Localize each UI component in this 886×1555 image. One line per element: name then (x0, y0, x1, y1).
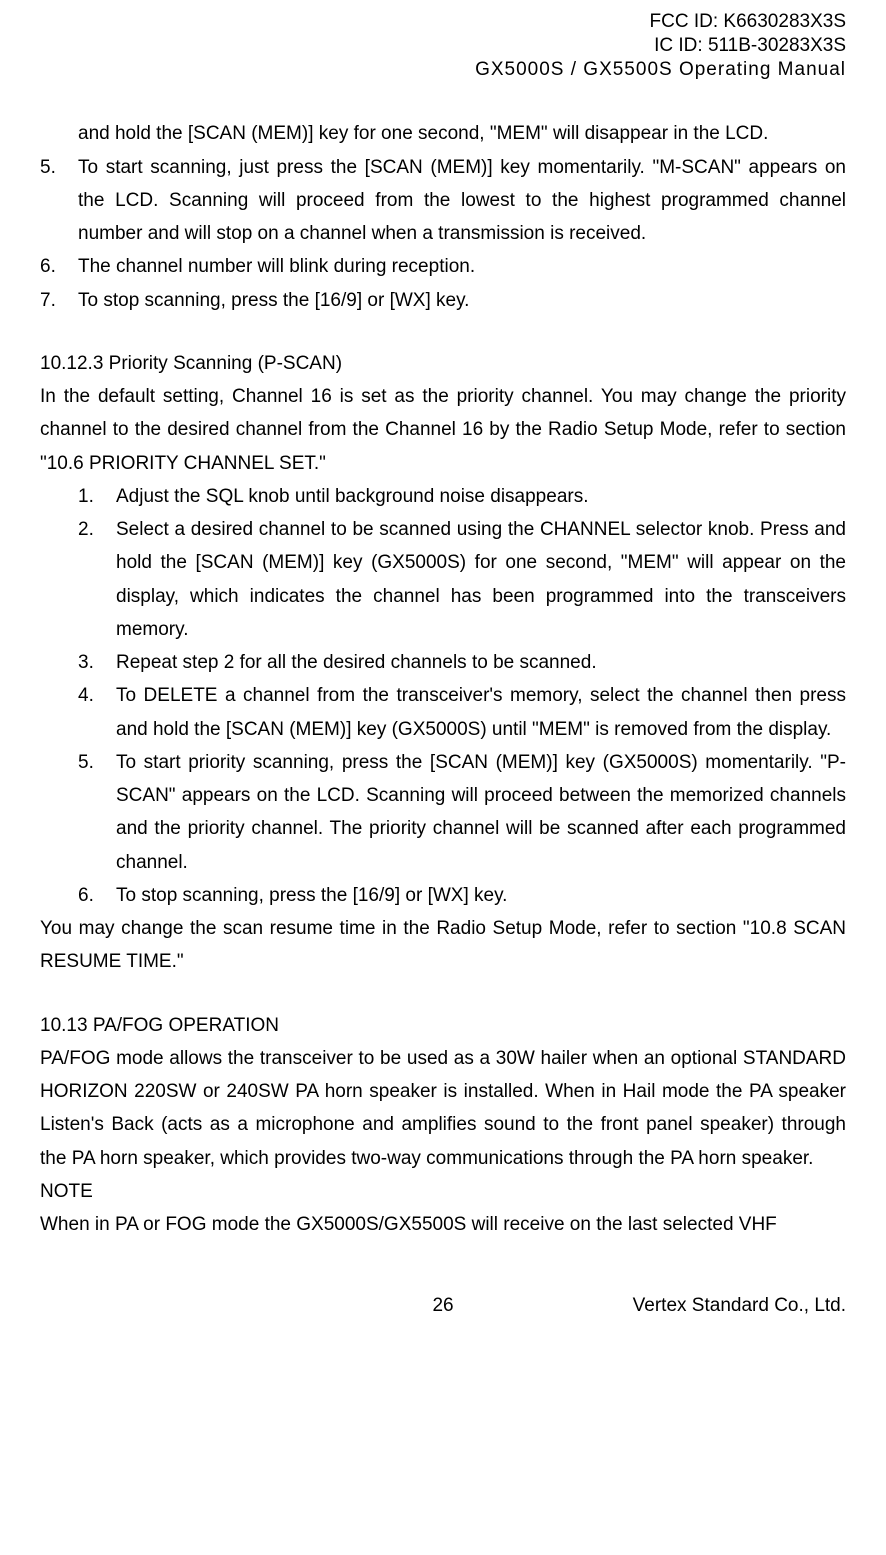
continued-list: and hold the [SCAN (MEM)] key for one se… (78, 117, 846, 150)
pscan-intro: In the default setting, Channel 16 is se… (40, 380, 846, 480)
footer-page-number: 26 (432, 1289, 453, 1322)
header-model-title: GX5000S / GX5500S Operating Manual (40, 58, 846, 82)
list-number: 5. (78, 746, 116, 879)
list-text: Repeat step 2 for all the desired channe… (116, 646, 846, 679)
list-text: To stop scanning, press the [16/9] or [W… (116, 879, 846, 912)
list-text: To stop scanning, press the [16/9] or [W… (78, 284, 846, 317)
section-heading-pafog: 10.13 PA/FOG OPERATION (40, 1009, 846, 1042)
list-text: Select a desired channel to be scanned u… (116, 513, 846, 646)
page-header: FCC ID: K6630283X3S IC ID: 511B-30283X3S… (40, 10, 846, 81)
header-fcc-id: FCC ID: K6630283X3S (40, 10, 846, 34)
list-item: 2. Select a desired channel to be scanne… (78, 513, 846, 646)
list-number: 7. (40, 284, 78, 317)
note-label: NOTE (40, 1175, 846, 1208)
list-text: To start priority scanning, press the [S… (116, 746, 846, 879)
page-content: and hold the [SCAN (MEM)] key for one se… (40, 117, 846, 1241)
pscan-list: 1. Adjust the SQL knob until background … (78, 480, 846, 912)
footer-company: Vertex Standard Co., Ltd. (454, 1289, 846, 1322)
list-text: To DELETE a channel from the transceiver… (116, 679, 846, 746)
list-number: 6. (40, 250, 78, 283)
list-item: 6. To stop scanning, press the [16/9] or… (78, 879, 846, 912)
list-text: The channel number will blink during rec… (78, 250, 846, 283)
pafog-body: PA/FOG mode allows the transceiver to be… (40, 1042, 846, 1175)
list-number: 6. (78, 879, 116, 912)
section-heading-pscan: 10.12.3 Priority Scanning (P-SCAN) (40, 347, 846, 380)
list-number: 2. (78, 513, 116, 646)
list-number: 4. (78, 679, 116, 746)
list-item: 5. To start scanning, just press the [SC… (40, 151, 846, 251)
list-item: 3. Repeat step 2 for all the desired cha… (78, 646, 846, 679)
page-footer: 26 Vertex Standard Co., Ltd. (40, 1289, 846, 1322)
list-number: 1. (78, 480, 116, 513)
list-number: 5. (40, 151, 78, 251)
list-item: 7. To stop scanning, press the [16/9] or… (40, 284, 846, 317)
pscan-outro: You may change the scan resume time in t… (40, 912, 846, 979)
continued-line: and hold the [SCAN (MEM)] key for one se… (78, 117, 846, 150)
page: FCC ID: K6630283X3S IC ID: 511B-30283X3S… (0, 0, 886, 1363)
list-item: 6. The channel number will blink during … (40, 250, 846, 283)
list-item: 4. To DELETE a channel from the transcei… (78, 679, 846, 746)
list-text: Adjust the SQL knob until background noi… (116, 480, 846, 513)
note-body: When in PA or FOG mode the GX5000S/GX550… (40, 1208, 846, 1241)
list-item: 5. To start priority scanning, press the… (78, 746, 846, 879)
header-ic-id: IC ID: 511B-30283X3S (40, 34, 846, 58)
list-text: To start scanning, just press the [SCAN … (78, 151, 846, 251)
list-item: 1. Adjust the SQL knob until background … (78, 480, 846, 513)
list-number: 3. (78, 646, 116, 679)
